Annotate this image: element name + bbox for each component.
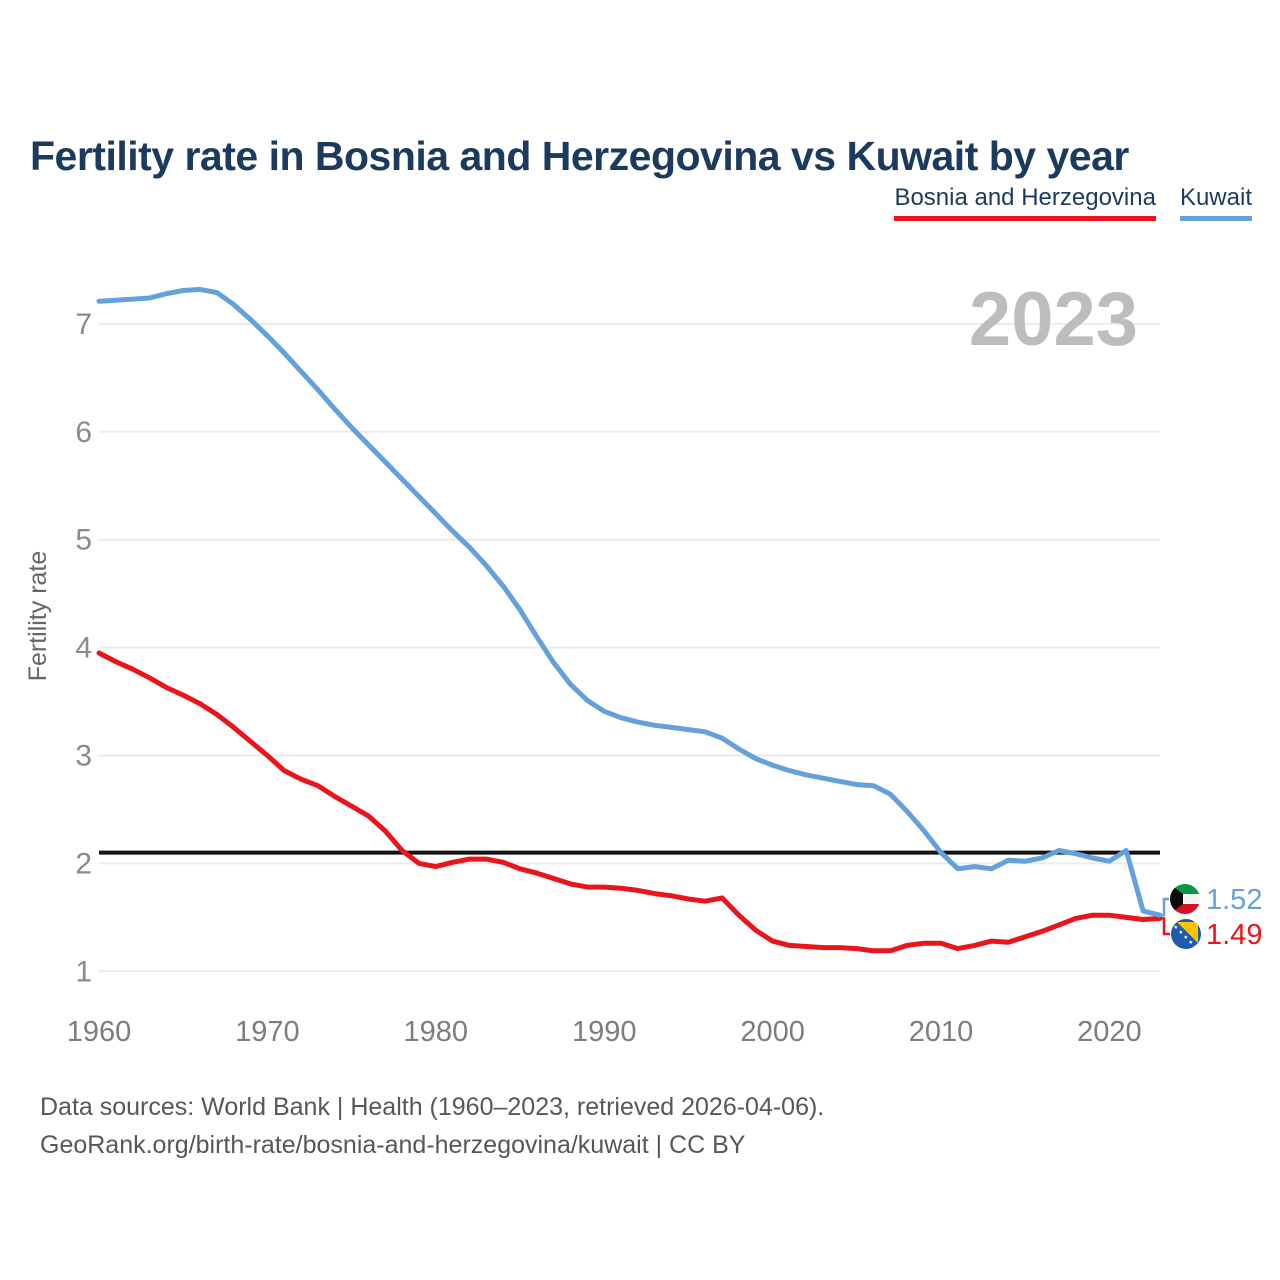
source-line-1: Data sources: World Bank | Health (1960–… [40, 1093, 825, 1121]
y-tick-label: 4 [75, 632, 92, 665]
source-note: Data sources: World Bank | Health (1960–… [40, 1088, 824, 1164]
flag-star [1188, 940, 1193, 944]
x-tick-label: 1970 [235, 1016, 300, 1048]
series-line-kuwait [96, 286, 1163, 918]
x-tick-label: 2000 [740, 1016, 805, 1048]
x-tick-label: 1960 [67, 1016, 132, 1048]
end-label-bosnia: 1.49 [1206, 919, 1262, 951]
connector-kuwait [1159, 897, 1169, 917]
flag-star [1173, 925, 1178, 929]
series-line-bosnia [96, 650, 1163, 954]
end-label-kuwait: 1.52 [1206, 884, 1262, 916]
y-tick-label: 7 [75, 308, 92, 341]
legend: Bosnia and Herzegovina Kuwait [894, 184, 1252, 221]
y-tick-label: 5 [75, 524, 92, 557]
kuwait-flag-icon [1170, 884, 1200, 914]
flag-star [1183, 935, 1188, 939]
connector-bosnia [1159, 917, 1170, 936]
bosnia-flag-icon [1171, 919, 1201, 949]
x-tick-label: 1990 [572, 1016, 637, 1048]
y-axis-title: Fertility rate [24, 551, 52, 682]
y-tick-label: 2 [75, 847, 92, 880]
source-line-2: GeoRank.org/birth-rate/bosnia-and-herzeg… [40, 1131, 746, 1159]
legend-item-bosnia[interactable]: Bosnia and Herzegovina [894, 184, 1156, 221]
watermark-year: 2023 [969, 277, 1138, 362]
x-tick-label: 1980 [404, 1016, 469, 1048]
legend-item-kuwait[interactable]: Kuwait [1179, 184, 1252, 221]
y-tick-label: 3 [75, 740, 92, 773]
page-title: Fertility rate in Bosnia and Herzegovina… [30, 133, 1129, 180]
x-tick-label: 2020 [1077, 1016, 1142, 1048]
y-tick-label: 6 [75, 416, 92, 449]
flag-star [1178, 930, 1183, 934]
y-tick-label: 1 [75, 955, 92, 988]
x-tick-label: 2010 [909, 1016, 974, 1048]
